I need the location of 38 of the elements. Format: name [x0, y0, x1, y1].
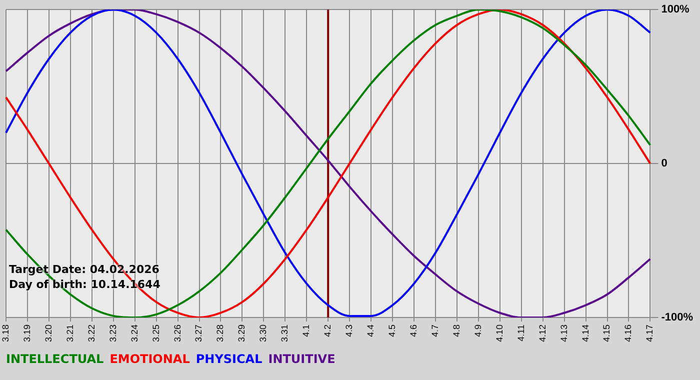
x-tick-label: 4.11: [516, 324, 526, 342]
x-tick-label: 3.24: [129, 324, 140, 342]
x-tick-label: 3.25: [150, 324, 161, 342]
text: INTUITIVE: [268, 352, 336, 366]
x-tick-label: 3.30: [258, 324, 268, 342]
x-tick-label: 3.26: [172, 324, 182, 342]
y-tick-label: 100%: [661, 4, 690, 16]
y-tick-label: -100%: [661, 312, 694, 324]
y-tick-label: 0: [661, 158, 668, 170]
text: PHYSICAL: [196, 352, 262, 366]
x-tick-label: 4.15: [602, 324, 612, 342]
text: INTELLECTUAL: [6, 352, 104, 366]
x-tick-label: 4.3: [344, 324, 354, 337]
x-tick-label: 4.16: [623, 324, 634, 342]
x-tick-label: 3.27: [194, 324, 204, 342]
x-tick-label: 4.17: [644, 324, 655, 342]
x-tick-label: 4.1: [301, 324, 312, 337]
x-tick-label: 4.8: [451, 324, 462, 337]
x-tick-label: 3.23: [108, 324, 118, 342]
x-tick-label: 4.12: [537, 324, 548, 342]
x-tick-label: 4.4: [366, 324, 376, 337]
text: EMOTIONAL: [110, 352, 190, 366]
x-tick-label: 3.20: [43, 324, 54, 342]
x-tick-label: 4.14: [580, 324, 590, 342]
x-tick-label: 4.7: [430, 324, 440, 337]
x-tick-label: 3.18: [0, 324, 10, 342]
x-tick-label: 3.22: [86, 324, 96, 342]
x-tick-label: 3.31: [280, 324, 290, 342]
x-tick-label: 4.2: [322, 324, 333, 337]
x-tick-label: 3.29: [236, 324, 247, 342]
x-tick-label: 4.10: [494, 324, 504, 342]
x-tick-label: 4.6: [408, 324, 418, 337]
x-tick-label: 3.19: [22, 324, 32, 342]
x-tick-label: 4.13: [558, 324, 569, 342]
x-tick-label: 4.9: [472, 324, 483, 337]
x-tick-label: 3.21: [64, 324, 75, 342]
x-tick-label: 4.5: [387, 324, 398, 337]
x-tick-label: 3.28: [215, 324, 226, 342]
